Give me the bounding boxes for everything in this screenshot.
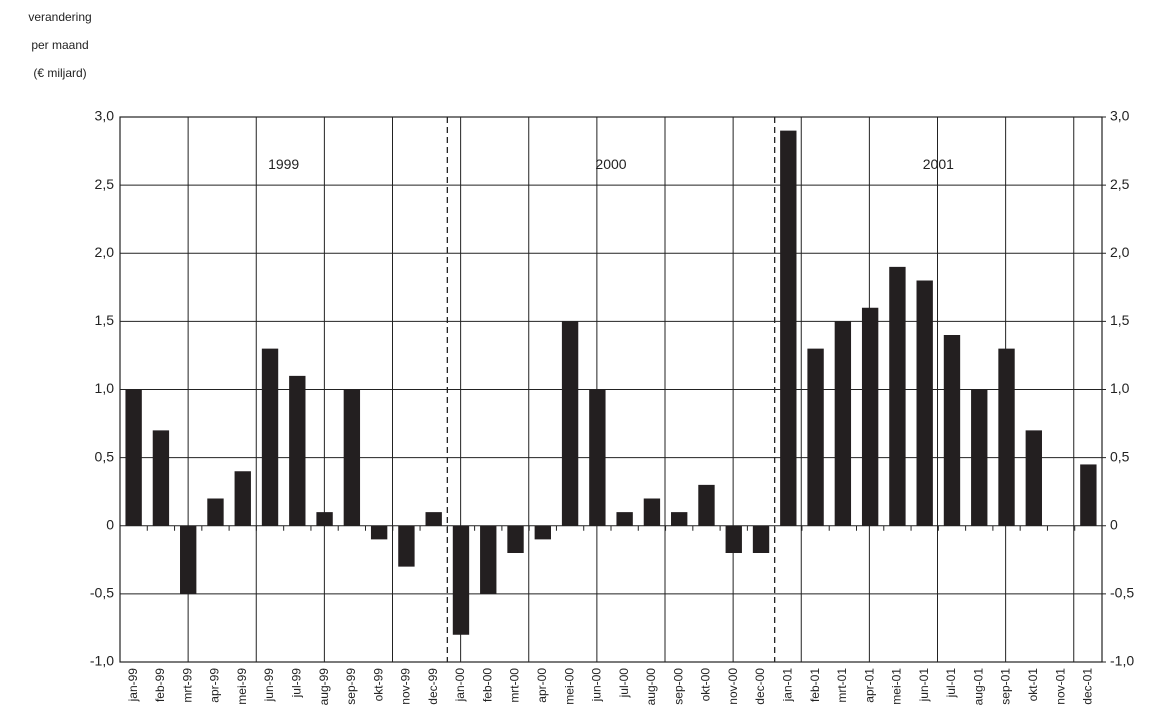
bar <box>998 348 1015 526</box>
x-tick-label: mrt-01 <box>835 668 849 703</box>
x-tick-label: nov-00 <box>726 668 740 705</box>
x-tick-label: jul-01 <box>944 668 958 699</box>
x-tick-label: mrt-99 <box>180 668 194 703</box>
x-tick-label: dec-99 <box>426 668 440 705</box>
bar <box>643 498 661 526</box>
year-annotation: 2001 <box>923 156 954 172</box>
x-tick-label: jul-99 <box>289 668 303 699</box>
y-axis-label: (€ miljard) <box>33 66 86 80</box>
bar <box>316 512 333 526</box>
bar <box>698 484 715 526</box>
x-tick-label: mei-99 <box>235 668 249 705</box>
x-tick-label: sep-99 <box>344 668 358 705</box>
bar <box>125 389 142 526</box>
y-tick-label: -0,5 <box>90 585 114 601</box>
x-tick-label: nov-99 <box>399 668 413 705</box>
x-tick-label: jun-00 <box>590 668 604 703</box>
y-tick-label: 1,0 <box>95 380 115 396</box>
x-tick-label: mei-01 <box>890 668 904 705</box>
x-tick-label: nov-01 <box>1053 668 1067 705</box>
bar <box>616 512 633 526</box>
x-tick-label: feb-99 <box>153 668 167 702</box>
y-tick-label: 1,5 <box>95 312 115 328</box>
bar <box>480 525 497 594</box>
y2-tick-label: 0,5 <box>1110 448 1130 464</box>
x-tick-label: mrt-00 <box>508 668 522 703</box>
x-tick-label: jun-99 <box>262 668 276 703</box>
y-tick-label: 0,5 <box>95 448 115 464</box>
bar <box>780 130 797 526</box>
bar <box>507 525 524 553</box>
bar <box>561 321 579 526</box>
bar <box>916 280 933 526</box>
y2-tick-label: 1,5 <box>1110 312 1130 328</box>
y-tick-label: -1,0 <box>90 653 114 669</box>
bar <box>1025 430 1042 526</box>
bar <box>671 512 688 526</box>
plot-frame <box>119 116 1103 663</box>
y2-tick-label: 2,5 <box>1110 176 1130 192</box>
x-tick-label: apr-01 <box>862 668 876 703</box>
y-axis-label: verandering <box>28 10 91 24</box>
bar <box>180 525 197 594</box>
x-tick-label: aug-00 <box>644 668 658 706</box>
bar <box>234 471 251 526</box>
x-tick-label: feb-01 <box>808 668 822 702</box>
x-tick-label: jul-00 <box>617 668 631 699</box>
x-tick-label: dec-01 <box>1081 668 1095 705</box>
y2-tick-label: 3,0 <box>1110 108 1130 124</box>
bar <box>534 525 551 540</box>
x-tick-label: jun-01 <box>917 668 931 703</box>
y2-tick-label: 2,0 <box>1110 244 1130 260</box>
y-tick-label: 2,0 <box>95 244 115 260</box>
y-tick-label: 0 <box>106 516 114 532</box>
bar <box>370 525 388 540</box>
bar <box>725 525 742 553</box>
x-tick-label: aug-01 <box>971 668 985 706</box>
bar <box>889 266 906 526</box>
bar <box>261 348 279 526</box>
y2-tick-label: 1,0 <box>1110 380 1130 396</box>
x-tick-label: okt-99 <box>371 668 385 702</box>
x-tick-label: apr-99 <box>208 668 222 703</box>
bar <box>207 498 224 526</box>
x-tick-label: feb-00 <box>480 668 494 702</box>
bar <box>861 307 879 526</box>
bar <box>289 375 306 526</box>
bar <box>752 525 770 553</box>
x-tick-label: jan-99 <box>126 668 140 703</box>
y-tick-label: 3,0 <box>95 108 115 124</box>
bar <box>1080 464 1097 526</box>
y-tick-label: 2,5 <box>95 176 115 192</box>
year-annotation: 2000 <box>595 156 626 172</box>
x-tick-label: sep-01 <box>999 668 1013 705</box>
x-tick-label: jan-00 <box>453 668 467 703</box>
x-tick-label: dec-00 <box>753 668 767 705</box>
x-tick-label: jan-01 <box>780 668 794 703</box>
x-tick-label: mei-00 <box>562 668 576 705</box>
bar <box>343 389 361 526</box>
year-annotation: 1999 <box>268 156 299 172</box>
y-axis-label: per maand <box>31 38 88 52</box>
x-tick-label: okt-01 <box>1026 668 1040 702</box>
bar <box>971 389 988 526</box>
x-tick-label: sep-00 <box>671 668 685 705</box>
bar <box>834 321 852 526</box>
bar <box>807 348 824 526</box>
bar <box>589 389 606 526</box>
bar <box>398 525 415 567</box>
y2-tick-label: -0,5 <box>1110 585 1134 601</box>
bar <box>452 525 470 635</box>
bar <box>943 335 961 526</box>
x-tick-label: okt-00 <box>699 668 713 702</box>
x-tick-label: apr-00 <box>535 668 549 703</box>
x-tick-label: aug-99 <box>317 668 331 706</box>
bar <box>152 430 170 526</box>
y2-tick-label: 0 <box>1110 516 1118 532</box>
y2-tick-label: -1,0 <box>1110 653 1134 669</box>
bar <box>425 512 442 526</box>
